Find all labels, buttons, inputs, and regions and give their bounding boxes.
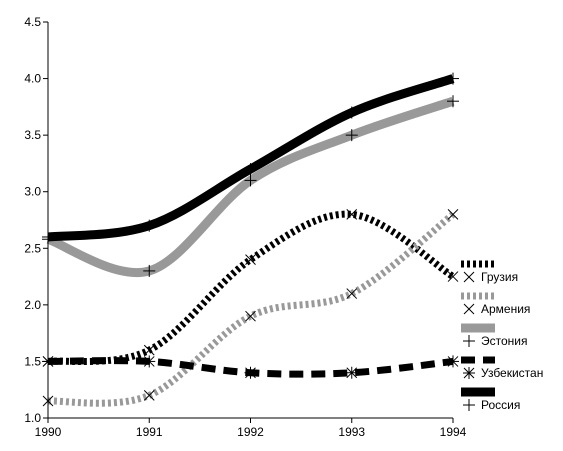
series-4-point-2	[143, 355, 156, 368]
series-line-2	[47, 211, 456, 407]
series-5-point-3	[244, 163, 257, 176]
series-3-point-2	[143, 264, 156, 277]
legend-label-3: Эстония	[481, 334, 528, 348]
legend: Грузия Армения Эстония Узбекистан Россия	[461, 260, 543, 412]
x-tick-label-4: 1993	[338, 425, 365, 439]
series-5-point-5	[447, 72, 459, 85]
series-2-point-2	[143, 390, 155, 401]
series-1-point-2	[143, 344, 155, 356]
x-tick-label-5: 1994	[440, 425, 467, 439]
y-tick-label-1: 1.0	[24, 411, 41, 425]
series-3-point-3	[244, 174, 257, 187]
y-tick-label-4: 2.5	[24, 241, 41, 255]
legend-label-1: Грузия	[481, 270, 518, 284]
series-2-point-3	[245, 310, 256, 322]
series-4-point-4	[345, 366, 358, 379]
legend-label-4: Узбекистан	[481, 366, 543, 380]
legend-marker-3	[463, 335, 475, 347]
legend-marker-2	[463, 303, 475, 315]
y-tick-label-2: 1.5	[24, 354, 41, 368]
series-1-point-5	[447, 271, 459, 282]
y-tick-label-5: 3.0	[24, 185, 41, 199]
series-3-point-5	[447, 95, 459, 108]
axes-layer: 1.0 1.5 2.0 2.5 3.0 3.5 4.0 4.5 1990 1991 1992 1993…	[24, 15, 466, 439]
legend-marker-5	[463, 399, 475, 411]
x-tick-label-1: 1990	[35, 425, 62, 439]
series-4-point-5	[447, 355, 459, 368]
x-tick-label-2: 1991	[136, 425, 163, 439]
series-line-1	[47, 210, 455, 366]
legend-label-2: Армения	[481, 302, 530, 316]
y-tick-label-7: 4.0	[24, 72, 41, 86]
series-5-point-2	[143, 219, 156, 232]
series-3-point-4	[345, 129, 358, 142]
legend-marker-1	[463, 271, 475, 283]
legend-marker-4	[463, 367, 475, 379]
y-tick-label-3: 2.0	[24, 298, 41, 312]
y-tick-label-8: 4.5	[24, 15, 41, 29]
series-1-point-3	[245, 254, 256, 265]
y-tick-label-6: 3.5	[24, 128, 41, 142]
series-5-point-4	[345, 106, 358, 119]
x-tick-label-3: 1992	[237, 425, 264, 439]
series-2-point-4	[346, 288, 358, 299]
series-2-point-5	[447, 208, 459, 220]
series-4-point-3	[244, 366, 257, 379]
legend-label-5: Россия	[481, 398, 520, 412]
series-1-point-4	[346, 208, 358, 220]
